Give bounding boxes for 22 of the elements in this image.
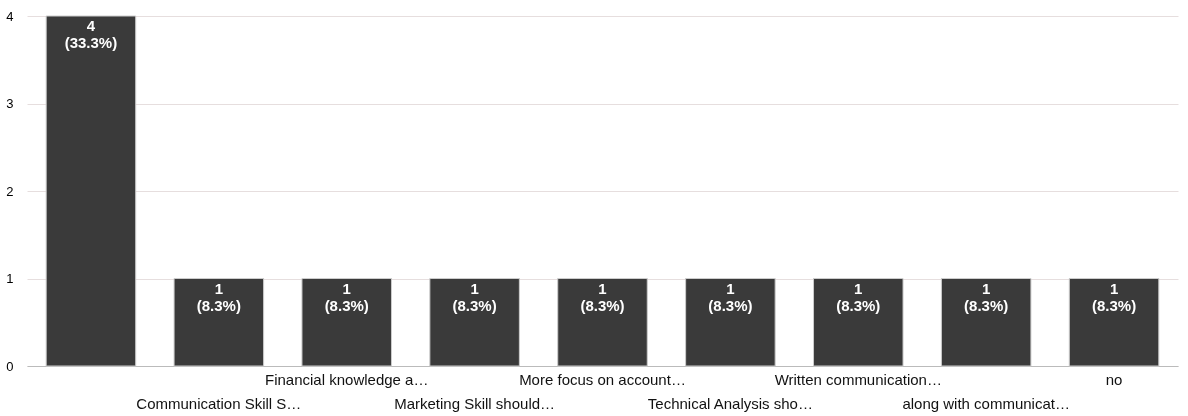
x-tick-label: Marketing Skill should…	[394, 394, 556, 412]
x-tick-label: Communication Skill S…	[136, 394, 302, 412]
data-label: 1 (8.3%)	[196, 279, 241, 314]
x-tick-label: Technical Analysis sho…	[647, 394, 813, 412]
data-label: 1 (8.3%)	[580, 279, 625, 314]
x-tick-label: Financial knowledge a…	[265, 370, 429, 388]
data-label: 1 (8.3%)	[964, 279, 1009, 314]
x-tick-label: along with communicat…	[902, 394, 1070, 412]
data-label: 1 (8.3%)	[836, 279, 881, 314]
y-tick-label: 1	[6, 271, 14, 286]
data-label: 1 (8.3%)	[708, 279, 753, 314]
data-label: 1 (8.3%)	[324, 279, 369, 314]
x-tick-label: More focus on account…	[519, 370, 686, 388]
y-tick-label: 3	[6, 96, 14, 111]
y-tick-label: 2	[6, 183, 14, 199]
x-tick-label: no	[1105, 370, 1123, 388]
y-tick-label: 4	[6, 8, 14, 24]
data-label: 4 (33.3%)	[64, 17, 118, 51]
x-tick-label: Written communication…	[774, 370, 942, 388]
data-label: 1 (8.3%)	[1091, 279, 1137, 314]
y-tick-label: 0	[6, 358, 14, 374]
data-label: 1 (8.3%)	[452, 279, 497, 314]
